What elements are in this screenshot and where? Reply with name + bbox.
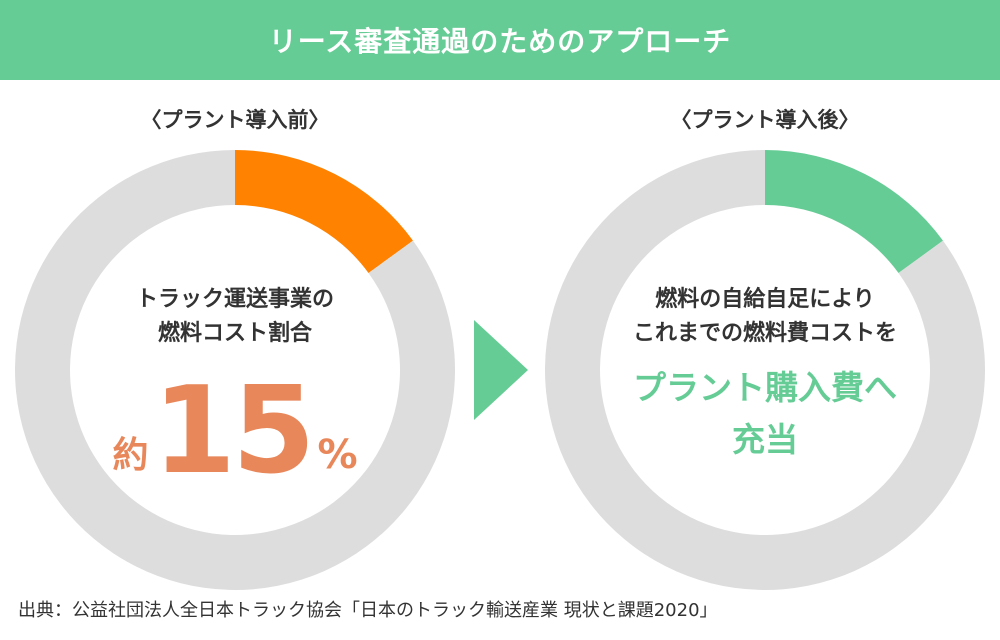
center-label-line1: 燃料の自給自足により: [655, 287, 875, 312]
source-citation: 出典：公益社団法人全日本トラック協会「日本のトラック輸送産業 現状と課題2020…: [18, 600, 718, 621]
highlight-line2: 充当: [732, 420, 798, 459]
donut-chart-after: [544, 150, 986, 590]
percentage-value: 15: [152, 362, 315, 501]
center-label-line2: これまでの燃料費コストを: [632, 321, 897, 346]
page-title: リース審査通過のためのアプローチ: [268, 25, 732, 58]
percentage-unit: %: [317, 432, 358, 478]
pie-slice-0: [765, 150, 943, 274]
donut-chart-before: [14, 150, 456, 590]
chart-title-before: 〈プラント導入前〉: [140, 108, 330, 132]
center-label-line2: 燃料コスト割合: [157, 321, 312, 346]
percentage-prefix: 約: [112, 435, 149, 476]
center-label-line1: トラック運送事業の: [135, 287, 334, 312]
pie-slice-0: [235, 150, 413, 274]
chart-title-after: 〈プラント導入後〉: [670, 108, 860, 132]
center-label-before: トラック運送事業の 燃料コスト割合: [75, 283, 395, 351]
header-banner: リース審査通過のためのアプローチ: [0, 0, 1000, 80]
highlight-line1: プラント購入費へ: [633, 368, 897, 407]
center-label-after: 燃料の自給自足により これまでの燃料費コストを: [605, 283, 925, 351]
arrow-right-icon: [474, 320, 528, 420]
highlight-text: プラント購入費へ 充当: [585, 362, 945, 466]
percentage-display: 約 15 %: [95, 372, 375, 492]
